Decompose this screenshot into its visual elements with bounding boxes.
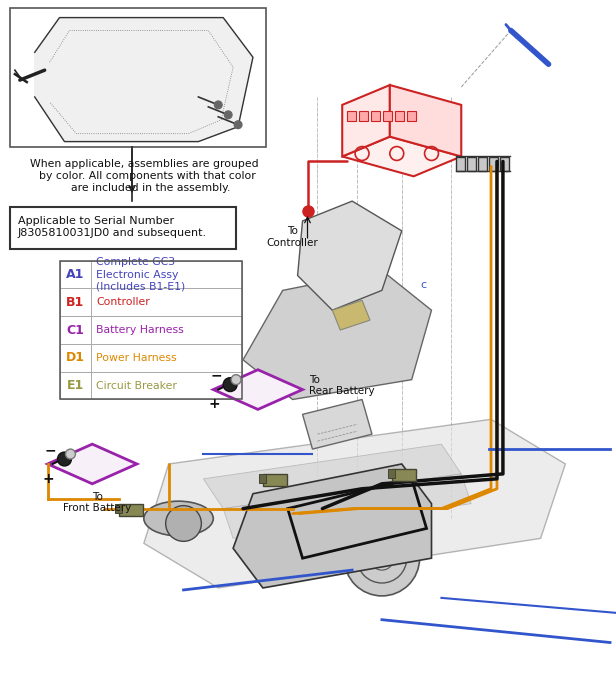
Polygon shape bbox=[47, 444, 137, 484]
Bar bbox=[263, 474, 286, 486]
Polygon shape bbox=[223, 474, 471, 539]
Text: To
Rear Battery: To Rear Battery bbox=[309, 375, 375, 396]
Bar bbox=[407, 111, 416, 121]
Polygon shape bbox=[302, 400, 372, 449]
Circle shape bbox=[214, 101, 222, 109]
Bar bbox=[119, 503, 143, 516]
Text: B1: B1 bbox=[67, 296, 84, 309]
Polygon shape bbox=[233, 464, 431, 588]
Bar bbox=[259, 474, 266, 483]
Polygon shape bbox=[213, 370, 302, 409]
Text: +: + bbox=[43, 472, 54, 486]
Bar bbox=[467, 158, 476, 171]
Text: Controller: Controller bbox=[96, 297, 150, 307]
Polygon shape bbox=[34, 18, 253, 142]
Text: To
Controller: To Controller bbox=[267, 226, 318, 247]
Text: A1: A1 bbox=[66, 268, 84, 281]
Text: When applicable, assemblies are grouped
  by color. All components with that col: When applicable, assemblies are grouped … bbox=[30, 160, 258, 193]
Bar bbox=[115, 503, 122, 512]
Bar bbox=[60, 261, 242, 288]
Bar bbox=[392, 469, 416, 481]
Circle shape bbox=[344, 520, 419, 596]
Bar bbox=[60, 316, 242, 344]
Circle shape bbox=[224, 111, 232, 119]
Bar bbox=[388, 469, 395, 478]
Circle shape bbox=[223, 377, 237, 392]
Bar bbox=[371, 111, 380, 121]
Text: Circuit Breaker: Circuit Breaker bbox=[96, 381, 177, 391]
Bar bbox=[10, 7, 266, 146]
Text: −: − bbox=[45, 443, 57, 457]
Polygon shape bbox=[298, 201, 402, 310]
Polygon shape bbox=[332, 301, 370, 330]
Bar bbox=[60, 261, 242, 400]
Bar bbox=[347, 111, 356, 121]
Bar bbox=[456, 158, 465, 171]
Text: c: c bbox=[421, 280, 427, 290]
Text: D1: D1 bbox=[66, 351, 85, 365]
Bar bbox=[60, 288, 242, 316]
Text: E1: E1 bbox=[67, 379, 84, 392]
Polygon shape bbox=[243, 270, 431, 400]
Text: −: − bbox=[211, 369, 222, 383]
Ellipse shape bbox=[144, 501, 213, 536]
Polygon shape bbox=[342, 137, 461, 177]
Text: Battery Harness: Battery Harness bbox=[96, 325, 184, 335]
Text: Applicable to Serial Number
J8305810031JD0 and subsequent.: Applicable to Serial Number J8305810031J… bbox=[18, 216, 207, 237]
Circle shape bbox=[166, 506, 201, 541]
Bar bbox=[395, 111, 403, 121]
Bar bbox=[383, 111, 392, 121]
Circle shape bbox=[231, 375, 241, 385]
Bar bbox=[500, 158, 509, 171]
Bar bbox=[60, 344, 242, 372]
Bar bbox=[60, 372, 242, 400]
Text: C1: C1 bbox=[67, 324, 84, 336]
Bar bbox=[10, 207, 236, 249]
Text: To
Front Battery: To Front Battery bbox=[63, 492, 131, 514]
Text: Complete GC3
Electronic Assy
(Includes B1-E1): Complete GC3 Electronic Assy (Includes B… bbox=[96, 257, 185, 292]
Circle shape bbox=[57, 452, 71, 466]
Polygon shape bbox=[203, 444, 461, 509]
Text: Power Harness: Power Harness bbox=[96, 353, 177, 363]
Bar bbox=[489, 158, 498, 171]
Circle shape bbox=[65, 449, 75, 459]
Bar bbox=[478, 158, 487, 171]
Circle shape bbox=[234, 121, 242, 129]
Bar bbox=[359, 111, 368, 121]
Polygon shape bbox=[390, 85, 461, 156]
Text: +: + bbox=[208, 398, 220, 411]
Polygon shape bbox=[342, 85, 390, 156]
Circle shape bbox=[370, 547, 394, 570]
Polygon shape bbox=[144, 419, 565, 588]
Circle shape bbox=[357, 533, 407, 583]
